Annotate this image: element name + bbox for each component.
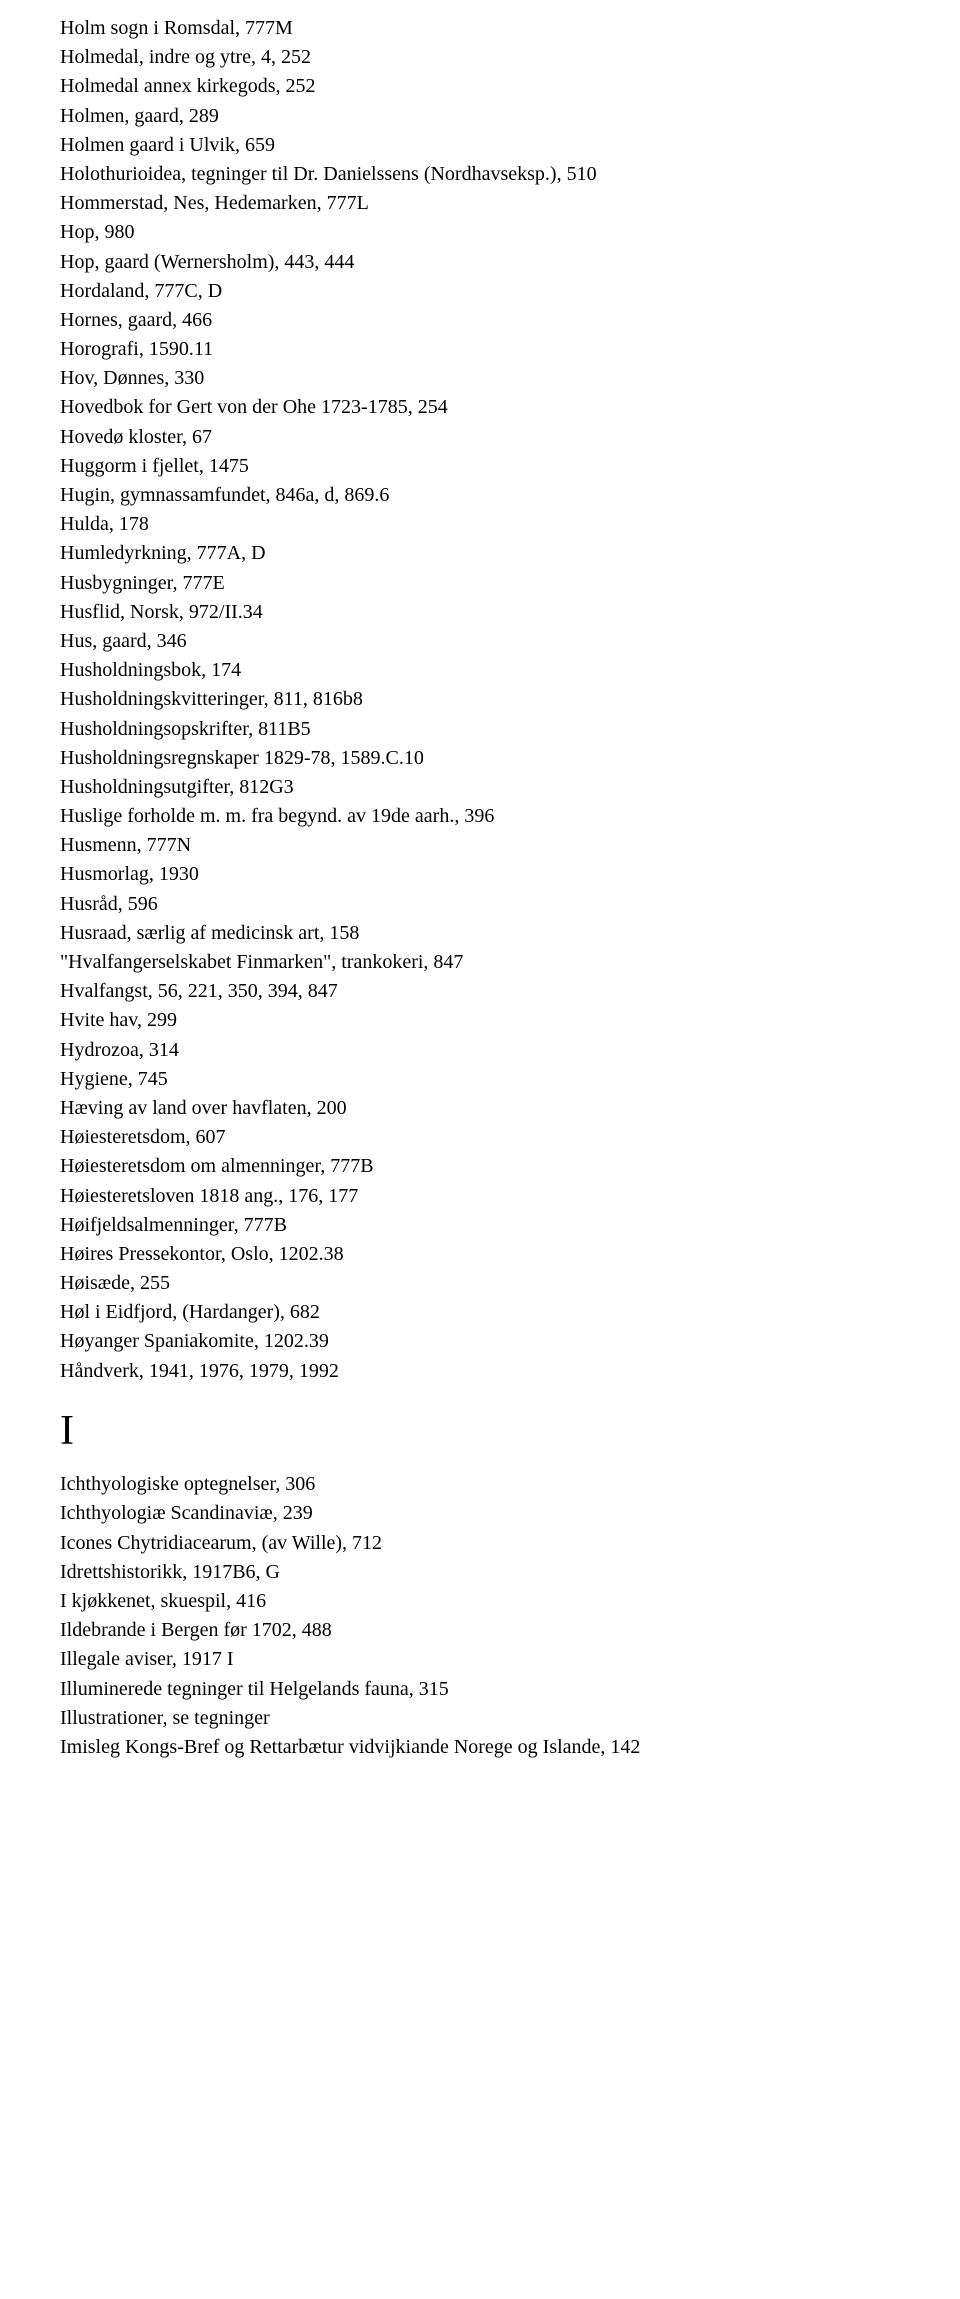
index-entry: Husbygninger, 777E (60, 569, 930, 598)
index-entry: Holmen, gaard, 289 (60, 102, 930, 131)
index-entry: Humledyrkning, 777A, D (60, 539, 930, 568)
index-entry: Høisæde, 255 (60, 1269, 930, 1298)
index-entry: Hvite hav, 299 (60, 1006, 930, 1035)
index-entry: Hugin, gymnassamfundet, 846a, d, 869.6 (60, 481, 930, 510)
index-entry: Illustrationer, se tegninger (60, 1704, 930, 1733)
index-entry: Husholdningsutgifter, 812G3 (60, 773, 930, 802)
index-entry: Høyanger Spaniakomite, 1202.39 (60, 1327, 930, 1356)
index-entry: Hop, gaard (Wernersholm), 443, 444 (60, 248, 930, 277)
index-entry: Illegale aviser, 1917 I (60, 1645, 930, 1674)
index-entry: Icones Chytridiacearum, (av Wille), 712 (60, 1529, 930, 1558)
index-entry: Husmorlag, 1930 (60, 860, 930, 889)
index-entry: Hæving av land over havflaten, 200 (60, 1094, 930, 1123)
index-entry: Hovedbok for Gert von der Ohe 1723-1785,… (60, 393, 930, 422)
index-entry: Husholdningsbok, 174 (60, 656, 930, 685)
index-entry: Hov, Dønnes, 330 (60, 364, 930, 393)
document-page: Holm sogn i Romsdal, 777MHolmedal, indre… (0, 0, 960, 1792)
index-entry: Imisleg Kongs-Bref og Rettarbætur vidvij… (60, 1733, 930, 1762)
index-entry: Håndverk, 1941, 1976, 1979, 1992 (60, 1357, 930, 1386)
index-entry: Hornes, gaard, 466 (60, 306, 930, 335)
index-entry: Holm sogn i Romsdal, 777M (60, 14, 930, 43)
index-entry: Ildebrande i Bergen før 1702, 488 (60, 1616, 930, 1645)
index-block-i: Ichthyologiske optegnelser, 306Ichthyolo… (60, 1470, 930, 1762)
index-entry: Høl i Eidfjord, (Hardanger), 682 (60, 1298, 930, 1327)
index-entry: Husråd, 596 (60, 890, 930, 919)
index-block-h: Holm sogn i Romsdal, 777MHolmedal, indre… (60, 14, 930, 1386)
index-entry: "Hvalfangerselskabet Finmarken", trankok… (60, 948, 930, 977)
index-entry: Husmenn, 777N (60, 831, 930, 860)
index-entry: Holmedal, indre og ytre, 4, 252 (60, 43, 930, 72)
index-entry: Hulda, 178 (60, 510, 930, 539)
index-entry: Høiesteretsdom om almenninger, 777B (60, 1152, 930, 1181)
index-entry: Hordaland, 777C, D (60, 277, 930, 306)
section-heading-i: I (60, 1406, 930, 1456)
index-entry: Husflid, Norsk, 972/II.34 (60, 598, 930, 627)
index-entry: Huggorm i fjellet, 1475 (60, 452, 930, 481)
index-entry: Hvalfangst, 56, 221, 350, 394, 847 (60, 977, 930, 1006)
index-entry: Husraad, særlig af medicinsk art, 158 (60, 919, 930, 948)
index-entry: Høires Pressekontor, Oslo, 1202.38 (60, 1240, 930, 1269)
index-entry: Hydrozoa, 314 (60, 1036, 930, 1065)
index-entry: Holmedal annex kirkegods, 252 (60, 72, 930, 101)
index-entry: Husholdningsregnskaper 1829-78, 1589.C.1… (60, 744, 930, 773)
index-entry: Holmen gaard i Ulvik, 659 (60, 131, 930, 160)
index-entry: Idrettshistorikk, 1917B6, G (60, 1558, 930, 1587)
index-entry: Hop, 980 (60, 218, 930, 247)
index-entry: Holothurioidea, tegninger til Dr. Daniel… (60, 160, 930, 189)
index-entry: Husholdningskvitteringer, 811, 816b8 (60, 685, 930, 714)
index-entry: Huslige forholde m. m. fra begynd. av 19… (60, 802, 930, 831)
index-entry: Ichthyologiske optegnelser, 306 (60, 1470, 930, 1499)
index-entry: Høiesteretsloven 1818 ang., 176, 177 (60, 1182, 930, 1211)
index-entry: Hus, gaard, 346 (60, 627, 930, 656)
index-entry: Høifjeldsalmenninger, 777B (60, 1211, 930, 1240)
index-entry: Husholdningsopskrifter, 811B5 (60, 715, 930, 744)
index-entry: Hommerstad, Nes, Hedemarken, 777L (60, 189, 930, 218)
index-entry: Høiesteretsdom, 607 (60, 1123, 930, 1152)
index-entry: Hygiene, 745 (60, 1065, 930, 1094)
index-entry: Hovedø kloster, 67 (60, 423, 930, 452)
index-entry: Horografi, 1590.11 (60, 335, 930, 364)
index-entry: Illuminerede tegninger til Helgelands fa… (60, 1675, 930, 1704)
index-entry: I kjøkkenet, skuespil, 416 (60, 1587, 930, 1616)
index-entry: Ichthyologiæ Scandinaviæ, 239 (60, 1499, 930, 1528)
